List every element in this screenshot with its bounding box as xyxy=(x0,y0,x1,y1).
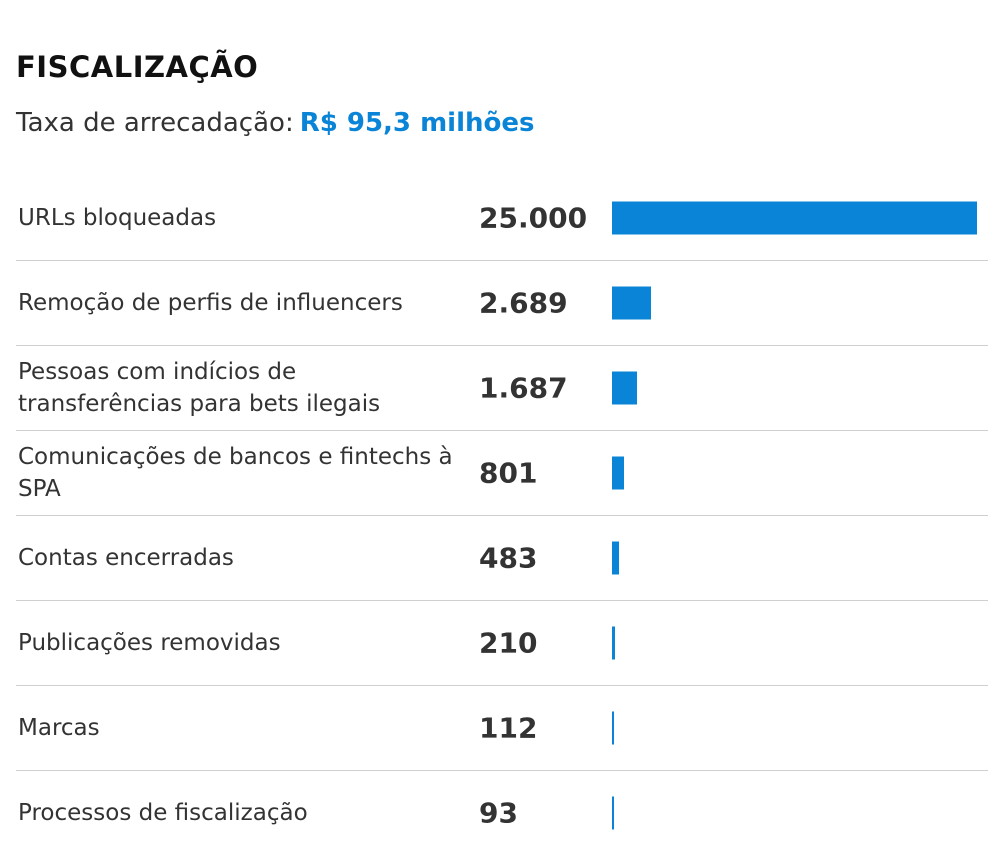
chart-title: FISCALIZAÇÃO xyxy=(16,50,259,84)
value-label: 93 xyxy=(479,796,518,830)
bar xyxy=(612,286,651,320)
bar xyxy=(612,541,619,575)
chart-subtitle: Taxa de arrecadação: R$ 95,3 milhões xyxy=(16,108,534,138)
category-label: Publicações removidas xyxy=(18,630,281,656)
bar-chart: URLs bloqueadas 25.000 Remoção de perfis d… xyxy=(0,176,1000,855)
bar-row: Comunicações de bancos e fintechs à SPA 8… xyxy=(16,431,988,516)
bar-row: URLs bloqueadas 25.000 xyxy=(16,176,988,261)
category-label: Marcas xyxy=(18,715,100,741)
bar-row: Pessoas com indícios de transferências p… xyxy=(16,346,988,431)
subtitle-label: Taxa de arrecadação: xyxy=(16,108,294,138)
category-label: URLs bloqueadas xyxy=(18,205,217,231)
bar-row: Marcas 112 xyxy=(16,686,988,771)
bar xyxy=(612,796,614,830)
subtitle-value: R$ 95,3 milhões xyxy=(299,108,535,138)
bar-row: Publicações removidas 210 xyxy=(16,601,988,686)
bar xyxy=(612,371,637,405)
value-label: 1.687 xyxy=(479,371,568,405)
category-label: Remoção de perfis de influencers xyxy=(18,290,403,316)
category-label: Comunicações de bancos e fintechs à SPA xyxy=(18,444,453,502)
bar-row: Processos de fiscalização 93 xyxy=(16,771,988,855)
bar xyxy=(612,456,624,490)
category-label: Processos de fiscalização xyxy=(18,800,308,826)
bar xyxy=(612,626,615,660)
category-label: Contas encerradas xyxy=(18,545,234,571)
bar xyxy=(612,711,614,745)
value-label: 210 xyxy=(479,626,538,660)
bar xyxy=(612,201,977,235)
value-label: 2.689 xyxy=(479,286,568,320)
value-label: 483 xyxy=(479,541,538,575)
value-label: 801 xyxy=(479,456,538,490)
bar-row: Remoção de perfis de influencers 2.689 xyxy=(16,261,988,346)
category-label: Pessoas com indícios de transferências p… xyxy=(18,359,381,417)
bar-row: Contas encerradas 483 xyxy=(16,516,988,601)
value-label: 25.000 xyxy=(479,201,588,235)
value-label: 112 xyxy=(479,711,538,745)
